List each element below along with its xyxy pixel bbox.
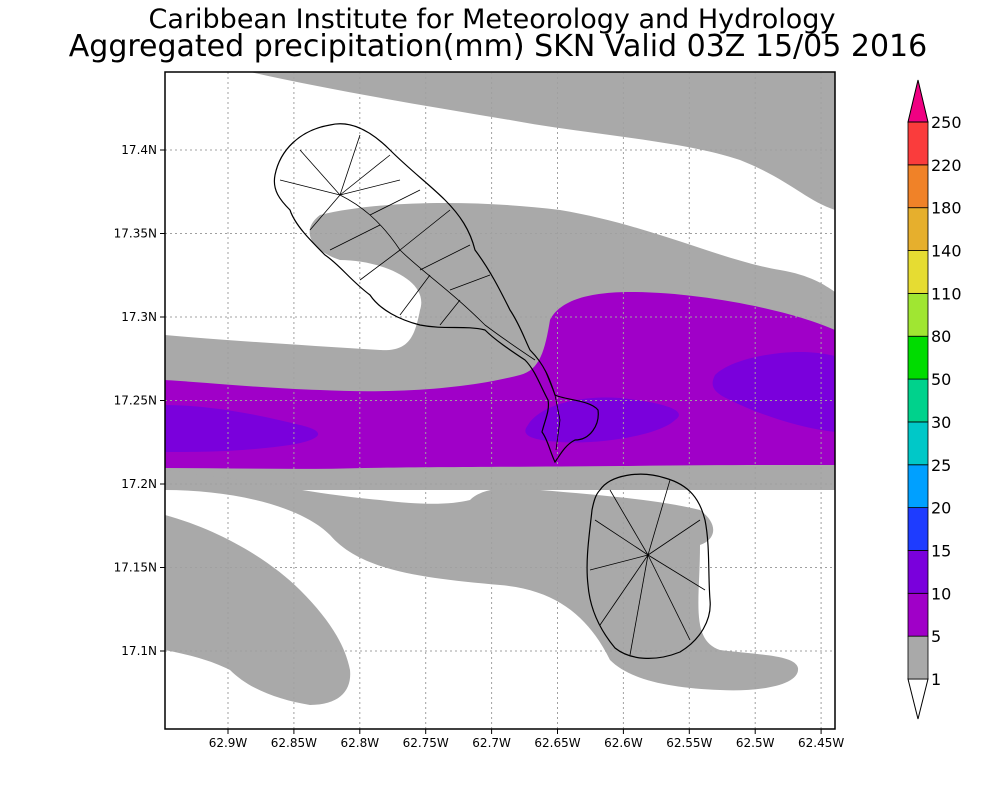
core-west — [165, 405, 319, 452]
colorbar-segment — [907, 464, 929, 509]
colorbar-segment — [907, 207, 929, 251]
lat-tick-label: 17.4N — [121, 143, 157, 157]
colorbar-label: 30 — [931, 413, 951, 432]
lon-tick-label: 62.65W — [534, 736, 580, 750]
colorbar-segment — [907, 250, 929, 294]
map-area — [165, 72, 835, 729]
nevis-radial-1 — [609, 489, 649, 556]
colorbar-above-arrow — [907, 79, 929, 123]
colorbar-segment — [907, 121, 929, 166]
map-gridlines — [165, 72, 835, 729]
lat-tick-label: 17.2N — [121, 477, 157, 491]
colorbar-segment — [907, 292, 929, 337]
lon-tick-label: 62.5W — [736, 736, 775, 750]
colorbar-segment — [907, 550, 929, 594]
lon-tick-label: 62.9W — [209, 736, 248, 750]
lon-tick-label: 62.75W — [403, 736, 449, 750]
lon-tick-label: 62.6W — [604, 736, 643, 750]
lon-tick-label: 62.7W — [472, 736, 511, 750]
colorbar-segment — [907, 164, 929, 209]
lat-tick-label: 17.35N — [114, 227, 157, 241]
colorbar-label: 5 — [931, 627, 941, 646]
figure-subtitle: Aggregated precipitation(mm) SKN Valid 0… — [69, 29, 927, 64]
lon-tick-label: 62.45W — [798, 736, 844, 750]
lat-tick-label: 17.1N — [121, 644, 157, 658]
colorbar-label: 80 — [931, 327, 951, 346]
lat-tick-label: 17.25N — [114, 394, 157, 408]
colorbar-segment — [907, 378, 929, 423]
colorbar-label: 1 — [931, 670, 941, 689]
colorbar-label: 220 — [931, 156, 962, 175]
colorbar-label: 15 — [931, 541, 951, 560]
grey-band-central — [165, 470, 799, 691]
core-east — [712, 352, 835, 432]
lat-tick-label: 17.3N — [121, 310, 157, 324]
colorbar-label: 140 — [931, 242, 962, 261]
lat-tick-label: 17.15N — [114, 561, 157, 575]
colorbar-below-arrow — [907, 678, 929, 720]
colorbar-segment — [907, 635, 929, 680]
colorbar-segment — [907, 507, 929, 551]
colorbar-label: 10 — [931, 584, 951, 603]
islands — [273, 123, 711, 659]
core-center — [525, 397, 679, 443]
figure-title: Caribbean Institute for Meteorology and … — [149, 4, 836, 35]
colorbar-label: 20 — [931, 499, 951, 518]
colorbar-label: 50 — [931, 370, 951, 389]
grey-band-southwest — [165, 515, 351, 705]
latitude-axis: 17.4N 17.35N 17.3N 17.25N 17.2N 17.15N 17.1N — [114, 143, 165, 658]
st-kitts-coastline — [273, 123, 599, 464]
colorbar-segment — [907, 421, 929, 466]
drainage-network — [279, 134, 706, 656]
colorbar-label: 250 — [931, 113, 962, 132]
colorbar-segment — [907, 592, 929, 637]
colorbar-label: 180 — [931, 199, 962, 218]
colorbar-label: 110 — [931, 284, 962, 303]
precip-10-15mm-cores — [165, 352, 835, 452]
lon-tick-label: 62.8W — [341, 736, 380, 750]
grey-band-northeast — [250, 72, 835, 210]
lon-tick-label: 62.85W — [271, 736, 317, 750]
nevis-coastline — [586, 473, 711, 659]
longitude-axis: 62.9W 62.85W 62.8W 62.75W 62.7W 62.65W 62.6W 62… — [209, 729, 844, 750]
colorbar-segment — [907, 335, 929, 380]
colorbar-label: 25 — [931, 456, 951, 475]
lon-tick-label: 62.55W — [666, 736, 712, 750]
